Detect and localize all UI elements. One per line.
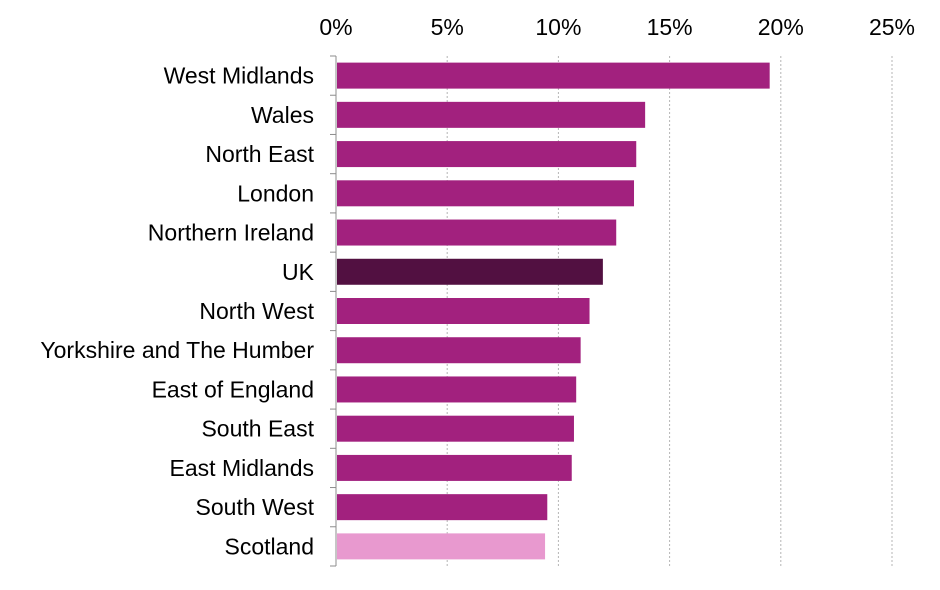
gridlines (446, 56, 893, 566)
bar-south-east (337, 415, 574, 442)
bar-south-west (337, 494, 548, 521)
category-label: Yorkshire and The Humber (40, 337, 314, 363)
bar-west-midlands (337, 62, 770, 89)
bar-yorkshire-and-the-humber (337, 337, 581, 364)
bar-east-of-england (337, 376, 577, 403)
category-label: North West (199, 298, 314, 324)
bar-east-midlands (337, 454, 572, 481)
bar-london (337, 180, 635, 207)
x-axis-ticks: 0% 5% 10% 15% 20% 25% (319, 14, 915, 40)
x-tick-label: 25% (869, 14, 915, 40)
bar-northern-ireland (337, 219, 617, 246)
bar-wales (337, 101, 646, 128)
x-tick-label: 20% (758, 14, 804, 40)
bar-scotland (337, 533, 546, 560)
category-label: Northern Ireland (148, 220, 314, 246)
category-label: London (237, 180, 314, 206)
category-labels: West Midlands Wales North East London Northe… (40, 63, 314, 560)
category-label: Scotland (224, 533, 314, 559)
x-tick-label: 15% (647, 14, 693, 40)
x-tick-label: 10% (535, 14, 581, 40)
category-label: South West (196, 494, 315, 520)
bar-uk (337, 258, 603, 285)
x-tick-label: 0% (319, 14, 352, 40)
bar-north-west (337, 298, 590, 324)
x-tick-label: 5% (431, 14, 464, 40)
category-label: West Midlands (164, 63, 314, 89)
bar-north-east (337, 141, 637, 168)
y-axis (330, 55, 337, 567)
category-label: East of England (152, 376, 314, 402)
category-label: North East (205, 141, 314, 167)
category-label: Wales (251, 102, 314, 128)
category-label: UK (282, 259, 315, 285)
category-label: East Midlands (170, 455, 314, 481)
category-label: South East (201, 416, 314, 442)
bars (337, 62, 770, 560)
